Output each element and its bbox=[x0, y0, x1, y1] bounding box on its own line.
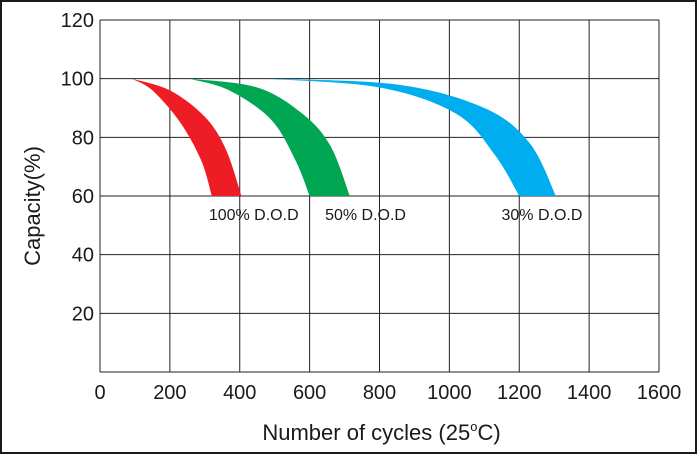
x-tick-label: 0 bbox=[94, 382, 105, 404]
series-band-1 bbox=[131, 78, 242, 196]
x-tick-label: 600 bbox=[293, 382, 326, 404]
x-tick-label: 1400 bbox=[567, 382, 612, 404]
y-tick-label: 120 bbox=[61, 10, 94, 32]
series-label-1: 100% D.O.D bbox=[209, 207, 299, 224]
series-label-3: 30% D.O.D bbox=[501, 207, 582, 224]
y-axis-title: Capacity(%) bbox=[20, 146, 45, 266]
x-tick-label: 800 bbox=[363, 382, 396, 404]
series-labels: 100% D.O.D 50% D.O.D 30% D.O.D bbox=[209, 207, 583, 224]
y-tick-label: 80 bbox=[72, 127, 94, 149]
x-tick-label: 400 bbox=[223, 382, 256, 404]
y-tick-label: 60 bbox=[72, 186, 94, 208]
x-tick-label: 200 bbox=[153, 382, 186, 404]
y-tick-label: 100 bbox=[61, 69, 94, 91]
x-tick-label: 1200 bbox=[497, 382, 542, 404]
tick-labels: 0 200 400 600 800 1000 1200 1400 1600 20 40 60 80 100… bbox=[61, 10, 682, 404]
series-band-2 bbox=[189, 78, 350, 196]
series-areas bbox=[131, 78, 556, 196]
x-tick-label: 1000 bbox=[427, 382, 472, 404]
grid bbox=[99, 19, 660, 373]
series-band-3 bbox=[264, 78, 556, 196]
y-tick-label: 40 bbox=[72, 245, 94, 267]
x-tick-label: 1600 bbox=[637, 382, 682, 404]
x-axis-title: Number of cycles (25oC) bbox=[262, 419, 500, 445]
y-tick-label: 20 bbox=[72, 303, 94, 325]
series-label-2: 50% D.O.D bbox=[325, 207, 406, 224]
